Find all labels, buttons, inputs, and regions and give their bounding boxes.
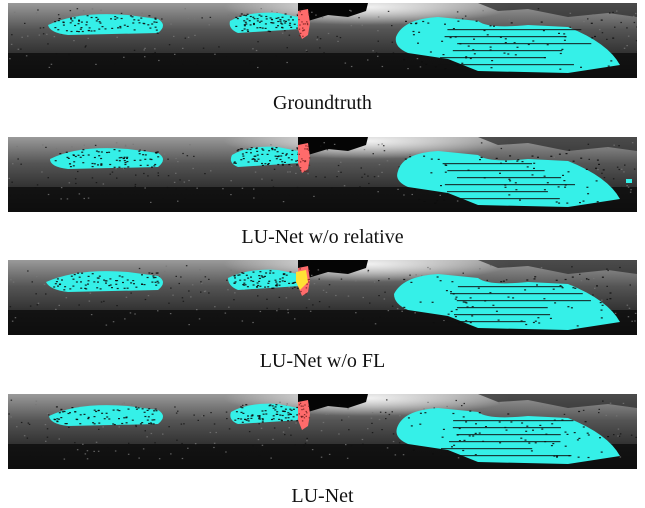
- misclassified-segment: [296, 270, 308, 290]
- car-segment-3: [395, 17, 620, 73]
- no-return-region: [298, 260, 368, 278]
- car-segment-3: [396, 408, 620, 464]
- caption-lunet-wo-fl: LU-Net w/o FL: [259, 350, 386, 372]
- car-segment-extra: [626, 179, 632, 183]
- pedestrian-segment: [296, 266, 310, 296]
- far-region: [478, 137, 637, 151]
- car-segment-1: [49, 405, 163, 426]
- far-region: [478, 394, 637, 408]
- pedestrian-segment: [298, 400, 311, 430]
- far-region: [478, 3, 637, 17]
- car-segment-1: [46, 271, 163, 292]
- segmentation-panel-lunet-wo-fl: [8, 260, 637, 335]
- car-segments: [50, 146, 632, 207]
- segmentation-image-groundtruth: [8, 3, 637, 78]
- car-segments: [46, 269, 620, 330]
- segmentation-panel-groundtruth: [8, 3, 637, 78]
- segmentation-image-lunet-wo-fl: [8, 260, 637, 335]
- no-return-region: [298, 3, 368, 21]
- caption-groundtruth: Groundtruth: [273, 92, 372, 114]
- no-return-region: [298, 137, 368, 155]
- no-return-region: [298, 394, 368, 412]
- segmentation-panel-lunet-wo-relative: [8, 137, 637, 212]
- car-segments: [48, 12, 620, 73]
- segmentation-image-lunet-wo-relative: [8, 137, 637, 212]
- car-segments: [49, 403, 620, 464]
- segmentation-image-lunet: [8, 394, 637, 469]
- car-segment-1: [50, 148, 163, 169]
- caption-lunet: LU-Net: [291, 485, 354, 507]
- caption-lunet-wo-relative: LU-Net w/o relative: [241, 226, 404, 248]
- pedestrian-segment: [298, 143, 311, 173]
- pedestrian-segment: [298, 9, 310, 39]
- segmentation-panel-lunet: [8, 394, 637, 469]
- far-region: [478, 260, 637, 274]
